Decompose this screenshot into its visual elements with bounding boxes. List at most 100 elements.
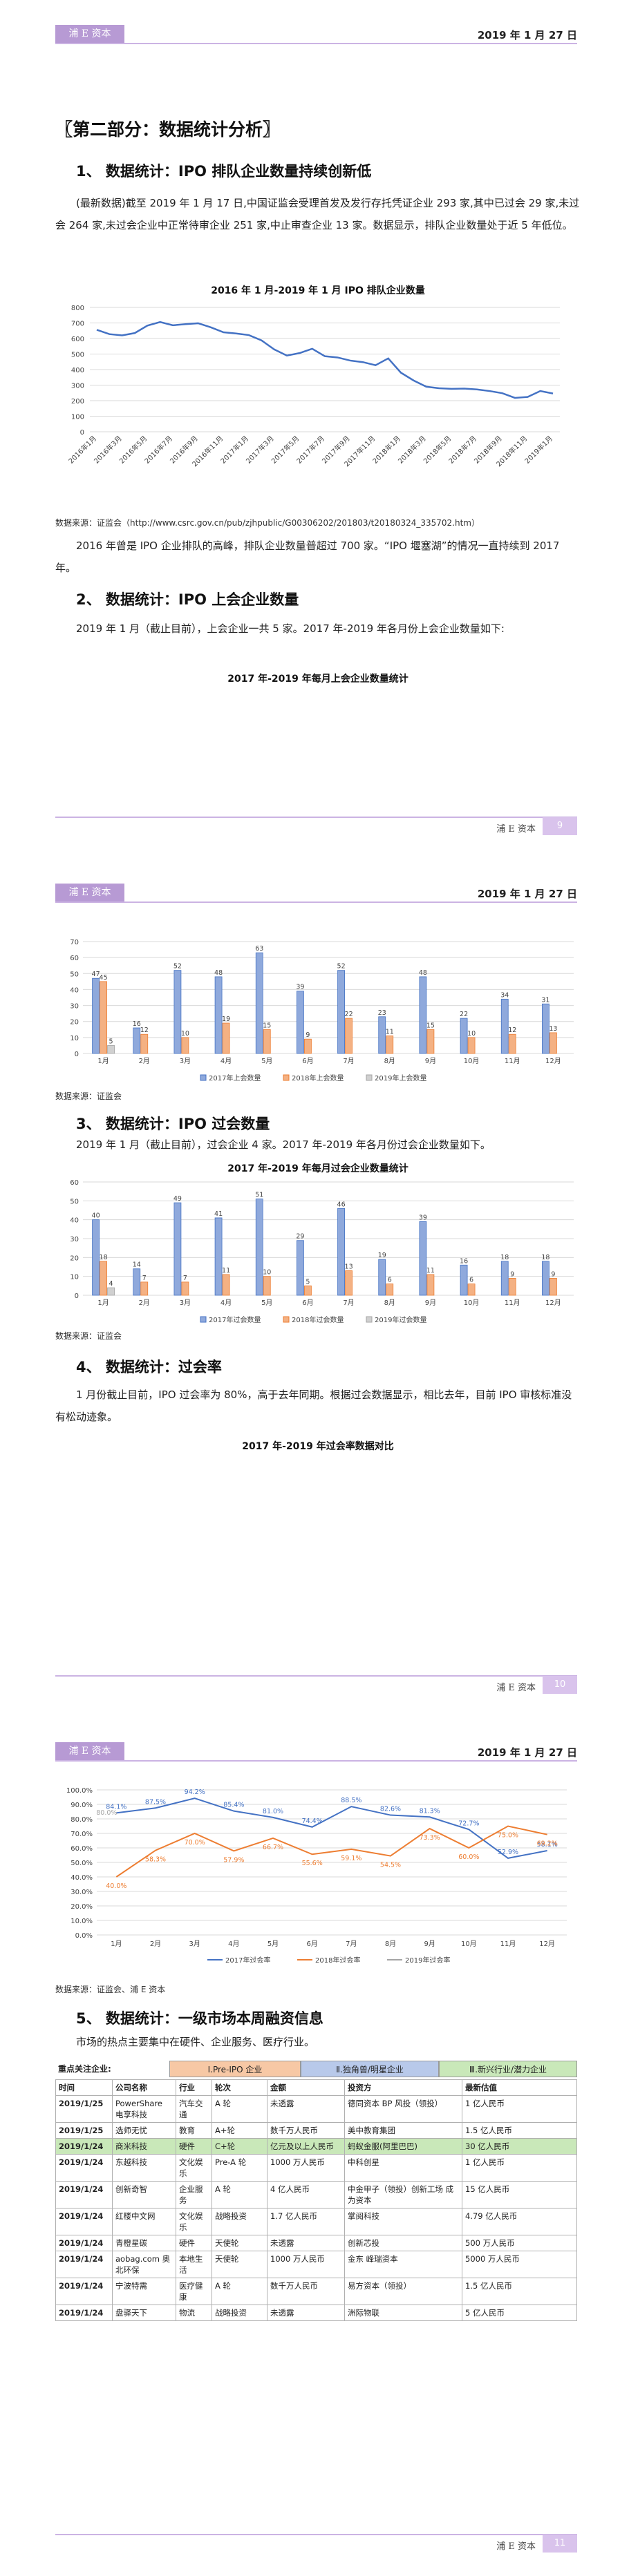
legend-swatch <box>200 1074 207 1081</box>
data-label: 81.0% <box>263 1808 283 1815</box>
chart-2-source: 数据来源：证监会 <box>55 1091 122 1101</box>
bar <box>140 1033 149 1054</box>
x-tick-label: 10月 <box>464 1057 480 1065</box>
section-3-para: 2019 年 1 月（截止目前），过会企业 4 家。2017 年-2019 年各… <box>76 1138 491 1151</box>
table-cell: 文化娱乐 <box>176 2154 212 2182</box>
approval-count-chart: 01020304050601月401842月1473月4974月41115月51… <box>70 1179 574 1324</box>
data-label: 55.6% <box>302 1860 323 1867</box>
bar <box>304 1285 312 1296</box>
part-title: 〖第二部分：数据统计分析〗 <box>55 120 281 140</box>
y-tick-label: 0 <box>80 429 84 437</box>
data-label: 41 <box>214 1210 223 1218</box>
y-tick-label: 0.0% <box>75 1932 93 1940</box>
section-5-title: 5、 数据统计：一级市场本周融资信息 <box>76 2010 323 2027</box>
table-cell: 硬件 <box>176 2235 212 2251</box>
x-tick-label: 3月 <box>180 1299 191 1307</box>
col-industry: 行业 <box>176 2079 212 2096</box>
y-tick-label: 600 <box>71 336 84 343</box>
focus-legend: 重点关注企业: Ⅰ.Pre-IPO 企业 Ⅱ.独角兽/明星企业 Ⅲ.新兴行业/潜… <box>55 2061 577 2077</box>
table-cell: A 轮 <box>212 2278 267 2305</box>
y-tick-label: 300 <box>71 383 84 390</box>
ipo-queue-chart: 01002003004005006007008002016年1月2016年3月2… <box>66 305 560 468</box>
table-cell: 2019/1/24 <box>55 2208 113 2235</box>
x-tick-label: 7月 <box>346 1940 357 1948</box>
bar <box>100 981 107 1054</box>
y-tick-label: 30 <box>70 1003 79 1011</box>
table-cell: 易方资本（领投） <box>344 2278 462 2305</box>
table-cell: 红楼中文网 <box>112 2208 176 2235</box>
focus-pre-ipo: Ⅰ.Pre-IPO 企业 <box>169 2061 301 2077</box>
page-number: 10 <box>543 1676 577 1694</box>
section-1-para2: 2016 年曾是 IPO 企业排队的高峰，排队企业数量普超过 700 家。“IP… <box>55 540 560 574</box>
page-number: 9 <box>543 817 577 835</box>
header-date: 2019 年 1 月 27 日 <box>477 888 577 900</box>
table-cell: 2019/1/24 <box>55 2305 113 2321</box>
legend-swatch <box>366 1316 373 1323</box>
data-label: 29 <box>296 1233 304 1241</box>
data-label: 85.4% <box>223 1802 244 1809</box>
data-label: 80.0% <box>96 1809 117 1817</box>
data-label: 10 <box>181 1030 189 1038</box>
table-cell: 4 亿人民币 <box>267 2181 345 2208</box>
y-tick-label: 20 <box>70 1254 79 1262</box>
legend-swatch <box>283 1074 290 1081</box>
legend-label: 2019年过会数量 <box>375 1315 426 1324</box>
table-cell: 亿元及以上人民币 <box>267 2138 345 2155</box>
chart-2-title: 2017 年-2019 年每月上会企业数量统计 <box>227 674 408 685</box>
data-label: 40.0% <box>106 1882 126 1890</box>
bar <box>500 998 509 1054</box>
table-cell: 德同资本 BP 风投（领投） <box>344 2095 462 2123</box>
bar <box>549 1032 557 1054</box>
data-label: 19 <box>378 1252 386 1259</box>
y-tick-label: 500 <box>71 352 84 359</box>
y-tick-label: 60 <box>70 1179 79 1187</box>
data-label: 16 <box>133 1020 141 1028</box>
data-label: 39 <box>296 984 304 991</box>
x-tick-label: 5月 <box>261 1057 272 1065</box>
bar <box>337 970 345 1054</box>
x-tick-label: 6月 <box>302 1299 313 1307</box>
x-tick-label: 4月 <box>220 1057 232 1065</box>
x-tick-label: 3月 <box>189 1940 200 1948</box>
data-label: 34 <box>500 991 509 999</box>
x-tick-label: 9月 <box>424 1940 435 1948</box>
x-tick-label: 11月 <box>500 1940 516 1948</box>
data-label: 81.3% <box>420 1807 440 1815</box>
table-cell: 2019/1/24 <box>55 2235 113 2251</box>
data-label: 11 <box>386 1029 394 1036</box>
table-cell: 医疗健康 <box>176 2278 212 2305</box>
data-label: 52 <box>173 963 182 971</box>
table-cell: A+轮 <box>212 2122 267 2139</box>
table-cell: 30 亿人民币 <box>462 2138 577 2155</box>
data-label: 46 <box>337 1201 346 1208</box>
data-label: 88.5% <box>341 1797 361 1804</box>
table-cell: 1 亿人民币 <box>462 2154 577 2182</box>
y-tick-label: 70.0% <box>71 1831 93 1838</box>
bar <box>378 1016 386 1054</box>
brand-logo: 浦 E 资本 <box>55 25 124 43</box>
data-label: 51 <box>255 1192 263 1199</box>
bar <box>107 1287 115 1296</box>
table-cell: 1000 万人民币 <box>267 2154 345 2182</box>
table-cell: 15 亿人民币 <box>462 2181 577 2208</box>
section-3-title: 3、 数据统计：IPO 过会数量 <box>76 1116 270 1132</box>
bar <box>173 1202 182 1296</box>
table-cell: 5 亿人民币 <box>462 2305 577 2321</box>
bar <box>92 977 100 1054</box>
table-cell: 美中教育集团 <box>344 2122 462 2139</box>
bar <box>304 1038 312 1054</box>
page-footer: 浦 E 资本 10 <box>55 1675 577 1694</box>
table-cell: 金东 峰瑞资本 <box>344 2251 462 2278</box>
table-cell: A 轮 <box>212 2095 267 2123</box>
bar <box>214 1217 223 1296</box>
data-label: 94.2% <box>185 1788 205 1796</box>
col-amount: 金额 <box>267 2079 345 2096</box>
x-tick-label: 4月 <box>228 1940 239 1948</box>
data-label: 48 <box>214 969 223 977</box>
x-tick-label: 3月 <box>180 1057 191 1065</box>
data-label: 60.0% <box>458 1853 479 1861</box>
x-tick-label: 9月 <box>425 1299 436 1307</box>
table-row: 2019/1/24 aobag.com 奥北环保 本地生活 天使轮 1000 万人民币金… <box>55 2251 577 2278</box>
page-footer: 浦 E 资本 11 <box>55 2534 577 2553</box>
data-label: 11 <box>222 1267 230 1275</box>
